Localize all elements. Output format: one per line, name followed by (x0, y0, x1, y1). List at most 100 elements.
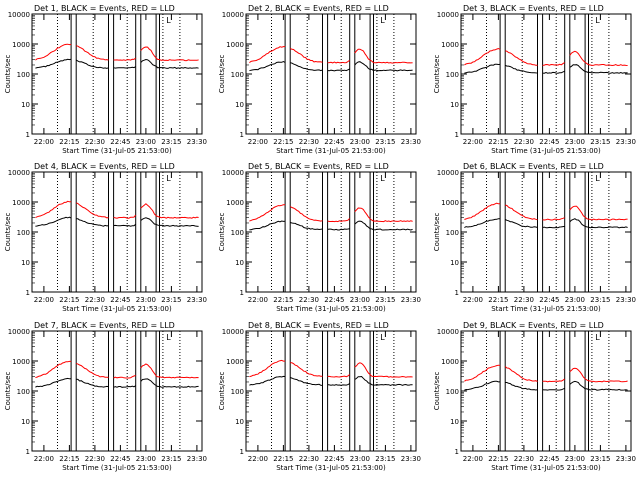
x-tick-label: 22:30 (85, 296, 105, 304)
chart-title: Det 5, BLACK = Events, RED = LLD (248, 162, 389, 171)
x-axis-label: Start Time (31-Jul-05 21:53:00) (491, 464, 601, 472)
y-tick-label: 1000 (12, 199, 30, 207)
x-tick-label: 22:00 (248, 455, 268, 463)
x-tick-label: 22:00 (463, 455, 483, 463)
x-tick-label: 23:15 (161, 138, 181, 146)
x-tick-label: 22:45 (539, 455, 559, 463)
x-tick-label: 22:00 (34, 296, 54, 304)
x-tick-label: 23:15 (375, 455, 395, 463)
y-tick-label: 100 (446, 71, 459, 79)
x-tick-label: 22:15 (488, 296, 508, 304)
series-line-lld (249, 46, 413, 64)
chart-title: Det 7, BLACK = Events, RED = LLD (34, 321, 175, 330)
x-tick-label: 22:45 (110, 455, 130, 463)
chart-panel-1: Det 1, BLACK = Events, RED = LLD 1 10 100 10… (4, 4, 207, 155)
chart-title: Det 9, BLACK = Events, RED = LLD (463, 321, 604, 330)
series-line-events (249, 375, 413, 386)
x-tick-label: 22:15 (488, 455, 508, 463)
y-tick-label: 10000 (222, 11, 244, 19)
y-tick-label: 10 (450, 418, 459, 426)
chart-title: Det 1, BLACK = Events, RED = LLD (34, 4, 175, 13)
y-tick-label: 1000 (226, 199, 244, 207)
series-line-events (464, 218, 628, 229)
y-axis-label: Counts/sec (433, 372, 441, 411)
y-tick-label: 1000 (12, 358, 30, 366)
chart-panel-3: Det 3, BLACK = Events, RED = LLD 1 10 100 10… (433, 4, 636, 155)
x-tick-label: 22:00 (248, 138, 268, 146)
y-tick-label: 1000 (226, 41, 244, 49)
annotation-label: L (380, 333, 385, 342)
series-line-lld (249, 359, 413, 378)
y-tick-label: 10000 (8, 328, 30, 336)
y-tick-label: 100 (446, 388, 459, 396)
x-tick-label: 22:45 (110, 138, 130, 146)
y-axis-label: Counts/sec (218, 213, 226, 252)
x-tick-label: 23:30 (187, 296, 207, 304)
x-tick-label: 23:00 (350, 296, 370, 304)
x-tick-label: 22:30 (299, 455, 319, 463)
y-tick-label: 10 (21, 259, 30, 267)
chart-panel-9: Det 9, BLACK = Events, RED = LLD 1 10 100 10… (433, 321, 636, 472)
series-line-events (249, 220, 413, 231)
chart-panel-5: Det 5, BLACK = Events, RED = LLD 1 10 100 10… (218, 162, 421, 313)
chart-panel-2: Det 2, BLACK = Events, RED = LLD 1 10 100 10… (218, 4, 421, 155)
y-tick-label: 10000 (8, 11, 30, 19)
x-tick-label: 23:00 (565, 455, 585, 463)
chart-panel-4: Det 4, BLACK = Events, RED = LLD 1 10 100 10… (4, 162, 207, 313)
x-tick-label: 23:15 (375, 296, 395, 304)
y-tick-label: 10000 (437, 328, 459, 336)
y-axis-label: Counts/sec (4, 213, 12, 252)
x-tick-label: 23:15 (375, 138, 395, 146)
chart-title: Det 3, BLACK = Events, RED = LLD (463, 4, 604, 13)
x-axis-label: Start Time (31-Jul-05 21:53:00) (62, 147, 172, 155)
x-tick-label: 22:45 (324, 455, 344, 463)
x-tick-label: 22:30 (299, 296, 319, 304)
x-axis-label: Start Time (31-Jul-05 21:53:00) (276, 305, 386, 313)
series-line-events (464, 63, 628, 74)
x-tick-label: 23:30 (616, 296, 636, 304)
y-tick-label: 100 (17, 71, 30, 79)
x-tick-label: 23:00 (136, 455, 156, 463)
y-tick-label: 10 (450, 259, 459, 267)
y-tick-label: 1 (240, 448, 244, 456)
chart-title: Det 8, BLACK = Events, RED = LLD (248, 321, 389, 330)
series-line-events (249, 61, 413, 72)
chart-panel-7: Det 7, BLACK = Events, RED = LLD 1 10 100 10… (4, 321, 207, 472)
x-tick-label: 22:15 (59, 138, 79, 146)
series-line-events (35, 377, 199, 388)
x-tick-label: 23:30 (401, 138, 421, 146)
y-tick-label: 1 (455, 289, 459, 297)
y-tick-label: 10 (235, 101, 244, 109)
series-line-events (35, 58, 199, 69)
y-axis-label: Counts/sec (433, 213, 441, 252)
y-axis-label: Counts/sec (218, 372, 226, 411)
y-tick-label: 10000 (222, 328, 244, 336)
x-tick-label: 23:15 (590, 138, 610, 146)
y-tick-label: 100 (17, 388, 30, 396)
y-tick-label: 10 (235, 259, 244, 267)
chart-title: Det 6, BLACK = Events, RED = LLD (463, 162, 604, 171)
x-tick-label: 23:15 (590, 296, 610, 304)
x-tick-label: 23:30 (187, 455, 207, 463)
y-tick-label: 100 (231, 388, 244, 396)
x-axis-label: Start Time (31-Jul-05 21:53:00) (276, 147, 386, 155)
annotation-label: L (380, 16, 385, 25)
x-tick-label: 23:15 (161, 455, 181, 463)
chart-title: Det 4, BLACK = Events, RED = LLD (34, 162, 175, 171)
x-tick-label: 22:45 (324, 138, 344, 146)
x-axis-label: Start Time (31-Jul-05 21:53:00) (491, 305, 601, 313)
x-tick-label: 22:45 (110, 296, 130, 304)
y-tick-label: 10000 (437, 11, 459, 19)
series-line-events (464, 380, 628, 391)
x-tick-label: 22:00 (34, 455, 54, 463)
x-tick-label: 23:15 (590, 455, 610, 463)
series-line-lld (249, 204, 413, 223)
y-tick-label: 1000 (441, 199, 459, 207)
series-line-lld (35, 360, 199, 379)
y-tick-label: 1 (26, 448, 30, 456)
chart-panel-8: Det 8, BLACK = Events, RED = LLD 1 10 100 10… (218, 321, 421, 472)
x-tick-label: 22:15 (273, 138, 293, 146)
x-axis-label: Start Time (31-Jul-05 21:53:00) (276, 464, 386, 472)
y-tick-label: 1000 (12, 41, 30, 49)
